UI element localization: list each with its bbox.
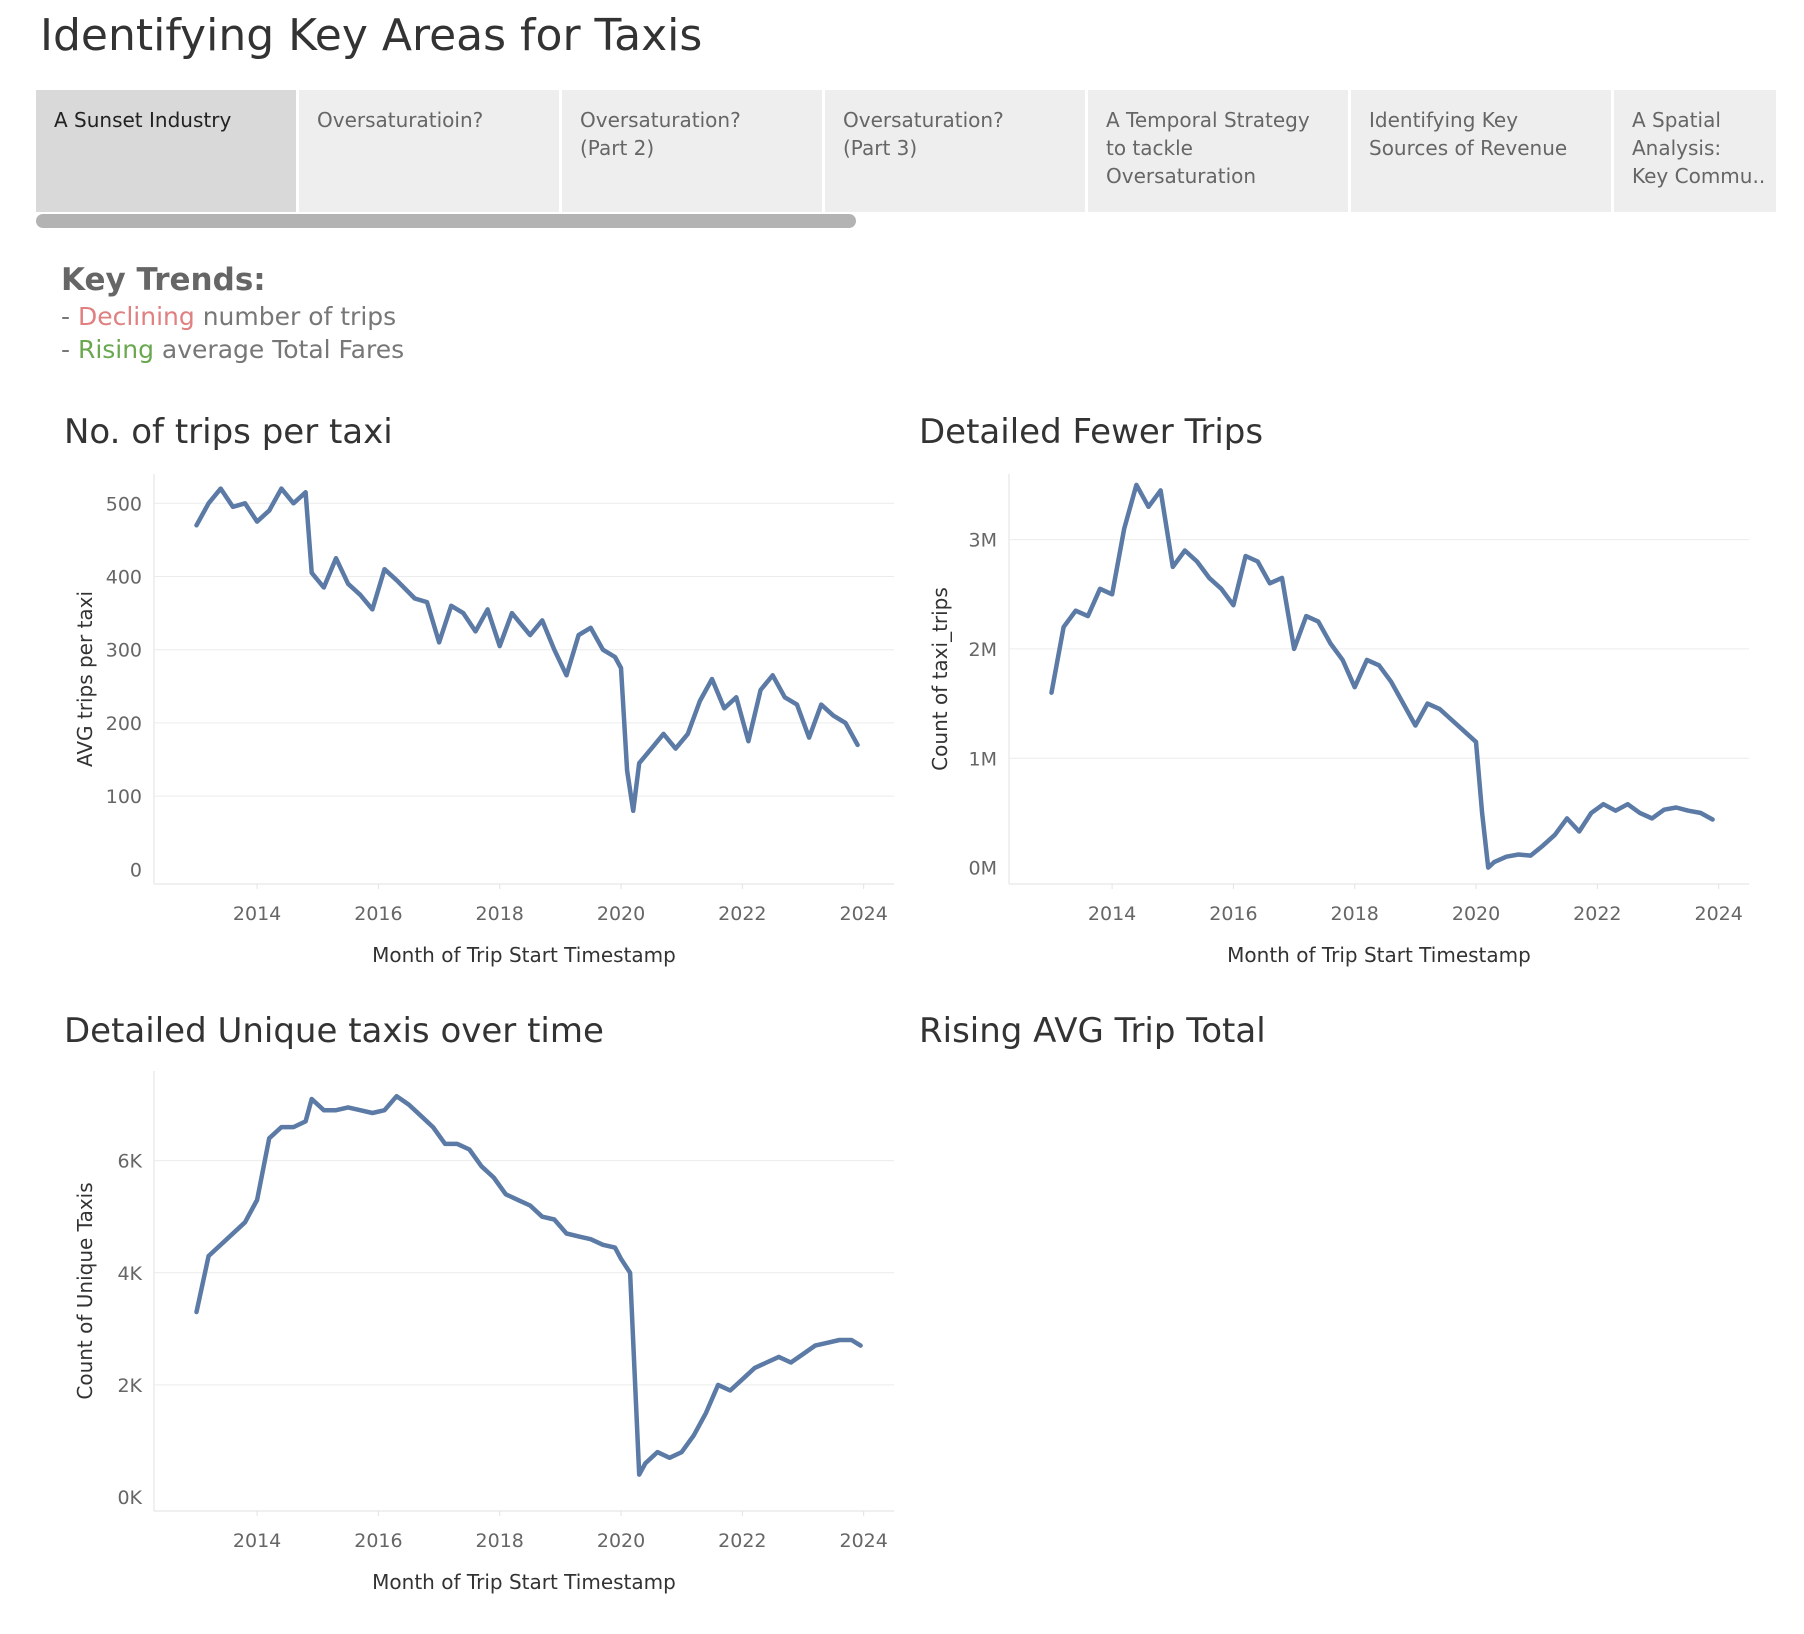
x-tick-label: 2022 (718, 903, 766, 925)
x-tick-label: 2024 (839, 1530, 887, 1552)
tab-a-sunset-industry[interactable]: A Sunset Industry (36, 90, 296, 212)
y-tick-label: 4K (117, 1263, 142, 1285)
x-tick-label: 2014 (233, 1530, 281, 1552)
trend-bullet: - (61, 335, 78, 364)
trips-per-taxi-chart[interactable]: 0 100 200 300 400 500 2014 2016 2018 2020 2022 2024… (64, 474, 904, 974)
x-tick-label: 2020 (597, 1530, 645, 1552)
x-tick-label: 2024 (1694, 903, 1742, 925)
trend-bullet: - (61, 302, 78, 331)
series-line[interactable] (1049, 482, 1715, 870)
tab-oversaturation-part-3[interactable]: Oversaturation? (Part 3) (825, 90, 1085, 212)
x-tick-label: 2014 (1088, 903, 1136, 925)
y-tick-label: 6K (117, 1151, 142, 1173)
y-tick-label: 400 (106, 567, 142, 589)
y-tick-label: 2K (117, 1375, 142, 1397)
tab-oversaturation-part-2[interactable]: Oversaturation? (Part 2) (562, 90, 822, 212)
y-tick-label: 0M (969, 858, 997, 880)
key-trends-heading: Key Trends: (61, 262, 266, 298)
chart-title-avg-trip-total: Rising AVG Trip Total (919, 1011, 1266, 1051)
y-tick-label: 0K (117, 1487, 142, 1509)
tab-scrollbar-thumb[interactable] (36, 214, 856, 228)
x-tick-label: 2020 (1452, 903, 1500, 925)
trend-text: average Total Fares (153, 335, 405, 364)
y-tick-label: 200 (106, 713, 142, 735)
unique-taxis-chart[interactable]: 0K 2K 4K 6K 2014 2016 2018 2020 2022 2024 Month of… (64, 1071, 904, 1601)
x-tick-label: 2018 (1331, 903, 1379, 925)
y-tick-label: 100 (106, 786, 142, 808)
y-tick-label: 500 (106, 493, 142, 515)
y-tick-label: 0 (130, 859, 142, 881)
avg-trip-total-chart-empty (919, 1071, 1759, 1601)
tab-key-sources-of-revenue[interactable]: Identifying Key Sources of Revenue (1351, 90, 1611, 212)
fewer-trips-chart[interactable]: 0M 1M 2M 3M 2014 2016 2018 2020 2022 2024 Month of… (919, 474, 1759, 974)
x-axis-title: Month of Trip Start Timestamp (1227, 943, 1531, 967)
x-tick-label: 2018 (476, 1530, 524, 1552)
dashboard-title: Identifying Key Areas for Taxis (40, 10, 703, 61)
x-tick-label: 2024 (839, 903, 887, 925)
tab-oversaturation[interactable]: Oversaturatioin? (299, 90, 559, 212)
x-tick-label: 2022 (1573, 903, 1621, 925)
series-line[interactable] (194, 486, 860, 814)
y-tick-label: 1M (969, 748, 997, 770)
chart-title-trips-per-taxi: No. of trips per taxi (64, 412, 393, 452)
series-line[interactable] (194, 1093, 863, 1477)
trend-declining-trips: - Declining number of trips (61, 302, 404, 331)
y-axis-title: Count of taxi_trips (928, 587, 952, 771)
x-axis-title: Month of Trip Start Timestamp (372, 1570, 676, 1594)
x-tick-label: 2016 (354, 903, 402, 925)
tab-scrollbar[interactable] (36, 214, 1776, 230)
chart-title-fewer-trips: Detailed Fewer Trips (919, 412, 1264, 452)
story-tab-strip: A Sunset Industry Oversaturatioin? Overs… (36, 90, 1776, 212)
y-tick-label: 300 (106, 640, 142, 662)
x-tick-label: 2014 (233, 903, 281, 925)
declining-highlight: Declining (77, 302, 195, 331)
trend-text: number of trips (194, 302, 397, 331)
x-tick-label: 2020 (597, 903, 645, 925)
key-trends-panel: Key Trends: - Declining number of trips … (61, 262, 404, 364)
y-tick-label: 3M (969, 530, 997, 552)
trend-rising-fares: - Rising average Total Fares (61, 335, 404, 364)
x-axis-title: Month of Trip Start Timestamp (372, 943, 676, 967)
x-tick-label: 2016 (354, 1530, 402, 1552)
x-tick-label: 2016 (1209, 903, 1257, 925)
rising-highlight: Rising (77, 335, 154, 364)
x-tick-label: 2022 (718, 1530, 766, 1552)
chart-title-unique-taxis: Detailed Unique taxis over time (64, 1011, 604, 1051)
tab-temporal-strategy[interactable]: A Temporal Strategy to tackle Oversatura… (1088, 90, 1348, 212)
y-axis-title: AVG trips per taxi (73, 591, 97, 767)
y-tick-label: 2M (969, 639, 997, 661)
y-axis-title: Count of Unique Taxis (73, 1182, 97, 1399)
x-tick-label: 2018 (476, 903, 524, 925)
tab-spatial-analysis[interactable]: A Spatial Analysis: Key Commu.. (1614, 90, 1776, 212)
